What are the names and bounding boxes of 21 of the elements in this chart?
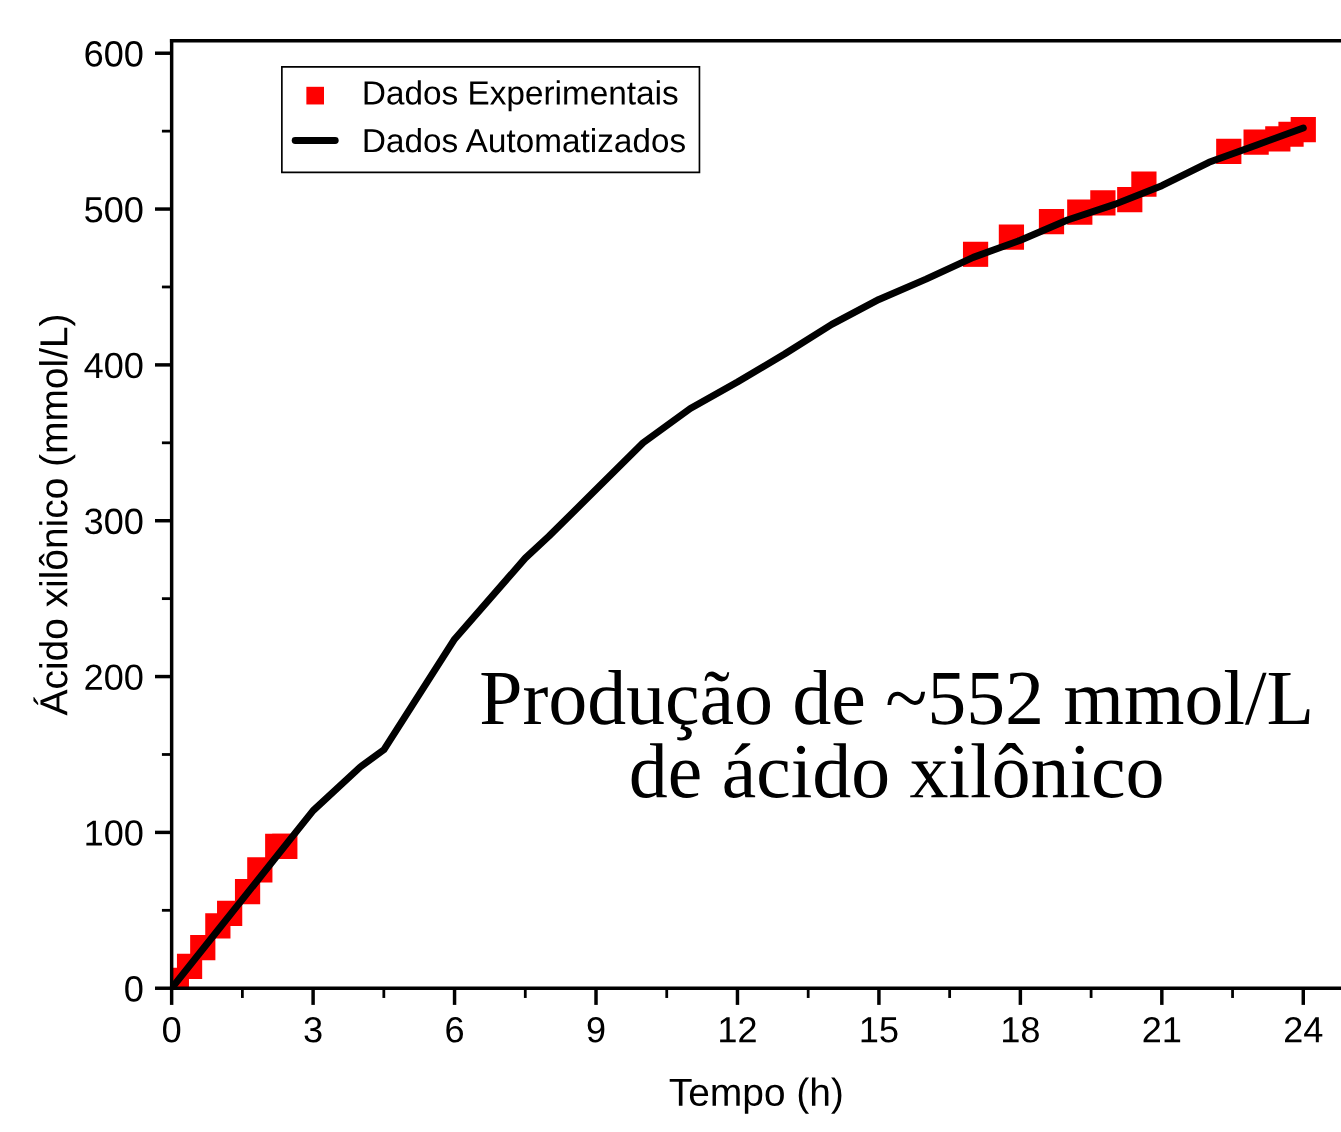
x-tick-label: 24 [1285,1016,1323,1043]
y-tick-label: 100 [86,820,143,846]
y-tick-label: 300 [85,508,143,535]
y-axis-title: Ácido xilônico (mmol/L) [33,315,76,716]
y-tick-label: 400 [84,352,143,379]
y-tick-label: 600 [85,41,143,67]
annotation: Produção de ~552 mmol/L de ácido xilônico [481,670,1310,798]
x-tick-label: 0 [163,1016,181,1043]
x-tick-label: 3 [304,1016,322,1043]
legend-label: Dados Automatizados [364,127,685,153]
x-tick-label: 12 [720,1016,756,1043]
legend-label: Dados Experimentais [364,80,678,112]
x-tick-label: 15 [861,1017,898,1043]
y-tick-label: 200 [85,664,143,690]
x-tick-label: 6 [446,1016,464,1043]
x-axis-title: Tempo (h) [669,1077,842,1114]
y-tick-label: 500 [85,196,143,223]
y-tick-label: 0 [125,976,143,1002]
x-tick-label: 18 [1003,1016,1039,1043]
x-tick-label: 9 [587,1016,605,1043]
x-tick-label: 21 [1143,1016,1181,1043]
